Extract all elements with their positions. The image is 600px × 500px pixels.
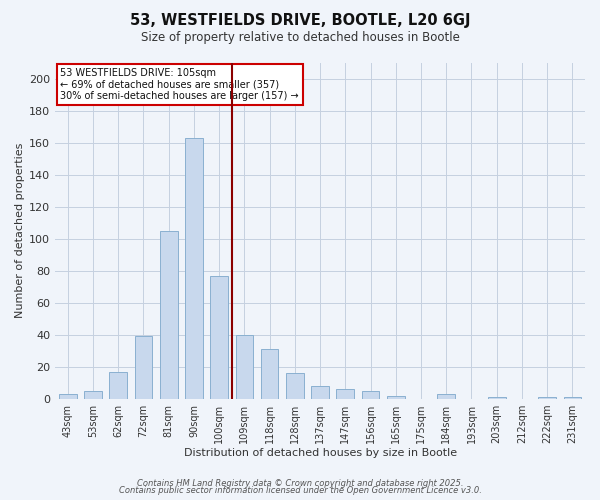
Bar [337,390,354,399]
Bar [311,386,329,399]
Bar [488,398,506,399]
Bar [59,394,77,399]
Bar [261,350,278,399]
Bar [387,396,404,399]
Text: Contains HM Land Registry data © Crown copyright and database right 2025.: Contains HM Land Registry data © Crown c… [137,478,463,488]
Bar [109,372,127,399]
Text: 53, WESTFIELDS DRIVE, BOOTLE, L20 6GJ: 53, WESTFIELDS DRIVE, BOOTLE, L20 6GJ [130,12,470,28]
Bar [538,398,556,399]
Bar [563,398,581,399]
Text: Contains public sector information licensed under the Open Government Licence v3: Contains public sector information licen… [119,486,481,495]
Y-axis label: Number of detached properties: Number of detached properties [15,143,25,318]
Text: Size of property relative to detached houses in Bootle: Size of property relative to detached ho… [140,31,460,44]
Bar [236,335,253,399]
Bar [160,230,178,399]
Bar [185,138,203,399]
Bar [437,394,455,399]
Bar [286,374,304,399]
Bar [362,391,379,399]
Bar [211,276,228,399]
Bar [134,336,152,399]
Bar [84,391,102,399]
Text: 53 WESTFIELDS DRIVE: 105sqm
← 69% of detached houses are smaller (357)
30% of se: 53 WESTFIELDS DRIVE: 105sqm ← 69% of det… [61,68,299,100]
X-axis label: Distribution of detached houses by size in Bootle: Distribution of detached houses by size … [184,448,457,458]
